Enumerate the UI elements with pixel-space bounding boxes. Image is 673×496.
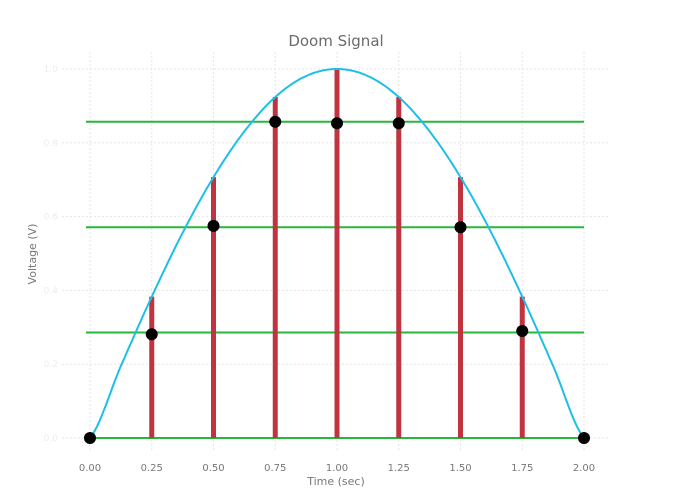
y-tick-label-3: 0.6 <box>44 213 59 223</box>
y-tick-label-1: 0.2 <box>44 360 58 370</box>
signal-curve <box>89 68 585 439</box>
quantized-markers <box>84 115 590 444</box>
quantized-point-5 <box>392 117 405 130</box>
chart-title: Doom Signal <box>288 32 383 50</box>
y-tick-label-2: 0.4 <box>44 286 59 296</box>
x-tick-label-8: 2.00 <box>573 463 595 474</box>
quantized-point-0 <box>84 432 96 444</box>
x-tick-label-1: 0.25 <box>141 463 163 474</box>
y-ticks: 0.0 0.2 0.4 0.6 0.8 1.0 <box>44 65 59 444</box>
quantized-point-4 <box>331 117 343 130</box>
quantized-point-2 <box>207 219 220 232</box>
x-tick-label-3: 0.75 <box>264 463 286 474</box>
quantized-point-8 <box>578 432 590 444</box>
x-tick-label-0: 0.00 <box>79 463 101 474</box>
x-tick-label-2: 0.50 <box>202 463 224 474</box>
y-tick-label-5: 1.0 <box>44 65 59 75</box>
quantized-point-6 <box>454 221 467 234</box>
quantized-point-3 <box>269 115 282 128</box>
x-axis-label: Time (sec) <box>306 475 365 488</box>
x-tick-label-7: 1.75 <box>511 463 533 474</box>
x-tick-label-6: 1.50 <box>449 463 471 474</box>
y-tick-label-0: 0.0 <box>44 434 59 444</box>
x-tick-label-5: 1.25 <box>388 463 410 474</box>
x-tick-label-4: 1.00 <box>326 463 348 474</box>
x-ticks: 0.00 0.25 0.50 0.75 1.00 1.25 1.50 1.75 2.00 <box>79 463 595 474</box>
quantized-point-7 <box>516 324 529 337</box>
y-tick-label-4: 0.8 <box>44 139 59 149</box>
y-axis-label: Voltage (V) <box>26 224 39 285</box>
quantized-point-1 <box>145 328 158 341</box>
